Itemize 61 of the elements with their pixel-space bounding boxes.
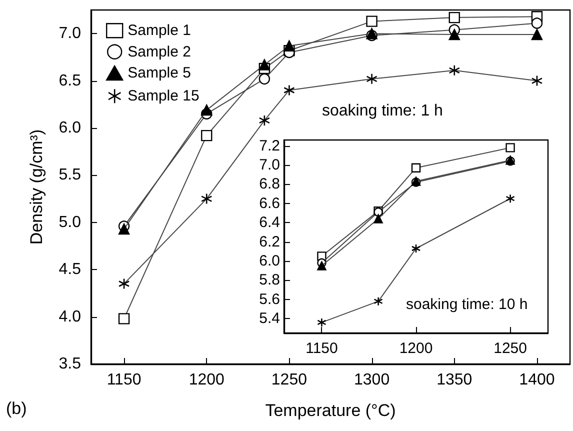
point (411, 163, 421, 172)
annotation: soaking time: 10 h (406, 296, 528, 313)
y-tick-label: 5.5 (58, 166, 82, 184)
point (374, 296, 383, 306)
point (317, 318, 326, 328)
point (506, 143, 515, 152)
point (118, 313, 130, 324)
point (284, 40, 295, 52)
x-tick-label: 1250 (494, 340, 527, 357)
x-tick-label: 1350 (436, 372, 472, 388)
point (258, 59, 270, 70)
y-tick-label: 5.6 (259, 290, 280, 308)
x-tick-label: 1150 (106, 372, 142, 388)
point (448, 64, 460, 76)
x-tick-label: 1200 (399, 340, 433, 357)
y-tick-label: 6.0 (259, 252, 280, 270)
y-tick-label: 5.0 (58, 214, 82, 231)
x-tick-label: 1200 (188, 372, 225, 388)
point (448, 28, 460, 40)
y-tick-label: 3.5 (58, 356, 82, 372)
y-tick-label: 7.0 (259, 156, 280, 174)
x-tick-label: 1400 (519, 372, 555, 388)
y-tick-label: 6.6 (259, 194, 280, 212)
text: (b) (6, 399, 27, 418)
y-tick-label: 5.8 (259, 272, 280, 289)
point (201, 104, 212, 116)
y-tick-label: 6.5 (58, 72, 82, 90)
legend-label: Sample 5 (128, 64, 191, 82)
point (258, 73, 270, 85)
legend-label: Sample 2 (128, 43, 191, 60)
point (531, 75, 543, 86)
x-tick-label: 1300 (354, 372, 390, 388)
y-tick-label: 4.0 (58, 308, 82, 326)
y-tick-label: 4.5 (58, 261, 82, 278)
point (366, 73, 378, 85)
point (284, 84, 295, 96)
y-tick-label: 6.4 (259, 214, 280, 232)
point (531, 18, 543, 29)
y-axis-title: Density (g/cm³) (27, 129, 46, 245)
point (506, 194, 515, 204)
point (366, 16, 378, 27)
point (448, 12, 460, 24)
point (118, 278, 130, 290)
point (411, 244, 421, 254)
legend-label: Sample 1 (128, 22, 191, 40)
y-tick-label: 7.0 (58, 25, 82, 42)
y-tick-label: 6.8 (259, 176, 280, 193)
x-axis-title: Temperature (°C) (265, 401, 396, 420)
y-tick-label: 6.0 (58, 120, 82, 136)
y-tick-label: 5.4 (259, 310, 280, 328)
point (118, 223, 130, 235)
point (201, 130, 212, 142)
point (258, 114, 270, 126)
annotation: soaking time: 1 h (322, 102, 443, 120)
y-tick-label: 7.2 (259, 137, 280, 154)
x-tick-label: 1250 (271, 372, 308, 388)
y-tick-label: 6.2 (259, 233, 280, 250)
x-tick-label: 1150 (306, 340, 338, 357)
legend-label: Sample 15 (128, 88, 200, 105)
point (200, 193, 212, 204)
point (531, 28, 543, 40)
